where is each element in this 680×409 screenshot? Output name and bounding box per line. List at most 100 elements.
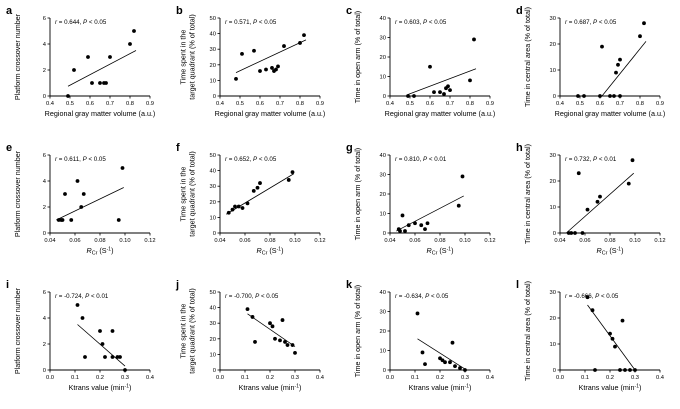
panel-letter: h <box>516 142 523 154</box>
x-tick-label: 0.8 <box>296 101 304 107</box>
y-axis-label: Time in open arm (% of total) <box>353 285 362 377</box>
y-tick-label: 0 <box>43 368 46 374</box>
y-axis-label: Time spent in the <box>179 167 188 222</box>
y-tick-label: 2 <box>43 342 46 348</box>
data-point <box>123 368 127 372</box>
panel-letter: f <box>176 142 180 154</box>
y-tick-label: 0 <box>43 94 46 100</box>
regression-line <box>396 195 464 232</box>
y-tick-label: 20 <box>210 200 216 206</box>
data-point <box>98 329 102 333</box>
data-point <box>638 34 642 39</box>
data-point <box>423 362 427 367</box>
stat-annotation: r = 0.571, P < 0.05 <box>225 19 277 26</box>
x-tick-label: 0.4 <box>46 101 55 107</box>
x-tick-label: 0.6 <box>426 101 434 107</box>
data-point <box>236 204 241 209</box>
y-tick-label: 10 <box>550 68 556 74</box>
x-tick-label: 0.04 <box>214 238 226 244</box>
data-point <box>612 94 616 98</box>
x-tick-label: 0.04 <box>384 238 396 244</box>
data-point <box>585 207 590 212</box>
data-point <box>86 55 90 59</box>
x-tick-label: 0.8 <box>466 101 474 107</box>
x-tick-label: 0.2 <box>96 375 104 381</box>
data-point <box>264 67 268 72</box>
y-tick-label: 40 <box>210 169 216 175</box>
data-point <box>273 336 277 341</box>
x-tick-label: 0.4 <box>146 375 155 381</box>
y-tick-label: 10 <box>550 342 556 348</box>
data-point <box>120 166 125 170</box>
data-point <box>460 174 465 179</box>
data-point <box>456 203 461 208</box>
data-point <box>406 94 410 98</box>
x-tick-label: 0.10 <box>629 238 640 244</box>
data-point <box>80 316 85 320</box>
data-point <box>270 324 275 329</box>
y-tick-label: 0 <box>213 94 216 100</box>
x-tick-label: 0.0 <box>216 375 224 381</box>
x-tick-label: 0.2 <box>436 375 444 381</box>
y-axis-label: target quadrant (% of total) <box>188 151 197 237</box>
y-tick-label: 10 <box>550 205 556 211</box>
y-tick-label: 30 <box>380 36 386 42</box>
data-point <box>419 223 424 228</box>
data-point <box>614 70 618 75</box>
y-tick-label: 0 <box>43 231 46 237</box>
data-point <box>252 48 256 53</box>
x-tick-label: 0.12 <box>314 238 325 244</box>
y-tick-label: 30 <box>550 153 556 159</box>
stat-annotation: r = -0.724, P < 0.01 <box>55 293 109 300</box>
y-tick-label: 0 <box>213 231 216 237</box>
panel-letter: c <box>346 5 352 17</box>
x-tick-label: 0.5 <box>236 101 244 107</box>
stat-annotation: r = 0.732, P < 0.01 <box>565 156 617 163</box>
y-tick-label: 6 <box>43 16 46 22</box>
x-tick-label: 0.04 <box>554 238 566 244</box>
data-point <box>245 201 250 206</box>
x-axis-label: Regional gray matter volume (a.u.) <box>45 109 156 118</box>
regression-line <box>235 39 307 73</box>
data-point <box>60 218 65 222</box>
x-tick-label: 0.7 <box>616 101 624 107</box>
x-axis-label: Ktrans value (min-1) <box>239 383 302 392</box>
data-point <box>66 94 70 98</box>
x-tick-label: 0.4 <box>316 375 325 381</box>
x-tick-label: 0.4 <box>486 375 495 381</box>
regression-line <box>247 313 296 347</box>
x-tick-label: 0.08 <box>264 238 275 244</box>
y-tick-label: 0 <box>383 94 386 100</box>
x-tick-label: 0.2 <box>606 375 614 381</box>
x-tick-label: 0.06 <box>579 238 590 244</box>
data-point <box>400 213 405 218</box>
x-tick-label: 0.6 <box>596 101 604 107</box>
data-point <box>245 307 250 312</box>
data-point <box>580 231 585 235</box>
y-axis-label: Platform crossover number <box>13 150 22 237</box>
panel-c: c 0.4 0.5 0.6 0.7 0.8 0.9 0 10 20 30 40 Regional gra… <box>346 5 495 118</box>
data-point <box>590 308 595 313</box>
data-point <box>233 204 237 209</box>
x-axis-label: Ktrans value (min-1) <box>69 383 132 392</box>
data-point <box>282 44 286 48</box>
data-point <box>633 368 637 372</box>
panel-letter: e <box>6 142 12 154</box>
data-point <box>618 57 622 62</box>
data-point <box>626 181 631 186</box>
y-tick-label: 2 <box>43 68 46 74</box>
regression-line <box>226 173 294 215</box>
y-tick-label: 30 <box>210 47 216 53</box>
data-point <box>240 51 244 56</box>
data-point <box>573 231 577 235</box>
stat-annotation: r = 0.810, P < 0.01 <box>395 156 447 163</box>
panel-letter: k <box>346 279 353 291</box>
data-point <box>642 21 646 26</box>
y-tick-label: 20 <box>380 329 386 335</box>
x-tick-label: 0.12 <box>144 238 155 244</box>
data-point <box>610 336 615 341</box>
x-tick-label: 0.0 <box>386 375 394 381</box>
y-tick-label: 0 <box>383 231 386 237</box>
y-tick-label: 10 <box>210 215 216 221</box>
